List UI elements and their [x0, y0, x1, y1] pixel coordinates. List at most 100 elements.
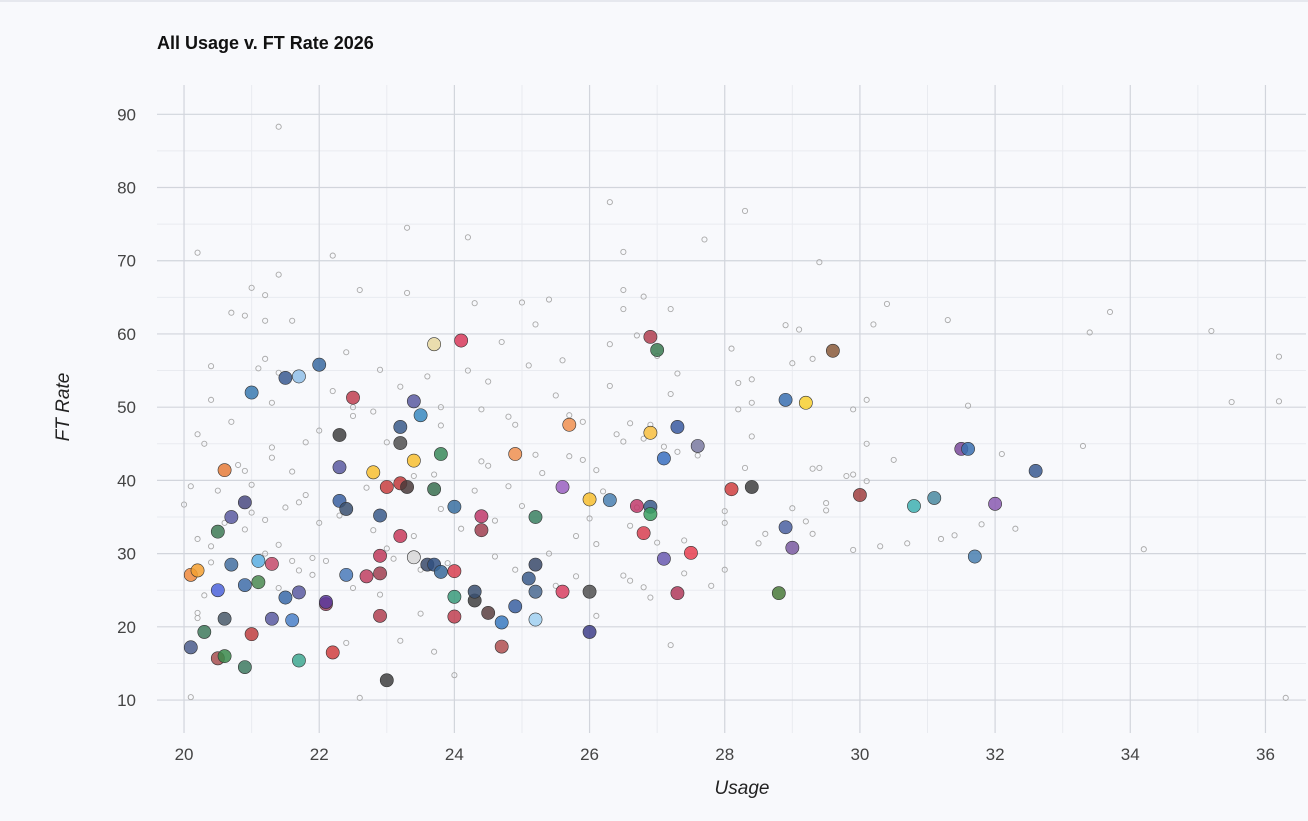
highlighted-data-point[interactable] [406, 394, 421, 409]
highlighted-data-point[interactable] [562, 417, 577, 432]
highlighted-data-point[interactable] [643, 507, 658, 521]
highlighted-data-point[interactable] [325, 645, 340, 660]
highlighted-data-point[interactable] [278, 370, 293, 385]
highlighted-data-point[interactable] [393, 420, 408, 434]
highlighted-data-point[interactable] [183, 640, 198, 655]
highlighted-data-point[interactable] [481, 606, 496, 620]
highlighted-data-point[interactable] [447, 564, 462, 579]
highlighted-data-point[interactable] [190, 563, 205, 578]
highlighted-data-point[interactable] [643, 425, 658, 440]
highlighted-data-point[interactable] [447, 589, 462, 604]
highlighted-data-point[interactable] [312, 357, 327, 372]
highlighted-data-point[interactable] [657, 551, 671, 566]
highlighted-data-point[interactable] [684, 545, 698, 560]
highlighted-data-point[interactable] [771, 586, 786, 601]
highlighted-data-point[interactable] [907, 499, 921, 513]
highlighted-data-point[interactable] [853, 488, 867, 502]
highlighted-data-point[interactable] [346, 390, 360, 405]
highlighted-data-point[interactable] [373, 566, 387, 581]
highlighted-data-point[interactable] [217, 611, 232, 626]
highlighted-data-point[interactable] [292, 369, 306, 384]
highlighted-data-point[interactable] [332, 460, 347, 475]
highlighted-data-point[interactable] [636, 526, 651, 541]
highlighted-data-point[interactable] [643, 329, 658, 344]
highlighted-data-point[interactable] [339, 502, 354, 516]
highlighted-data-point[interactable] [224, 557, 239, 572]
highlighted-data-point[interactable] [474, 523, 489, 538]
highlighted-data-point[interactable] [359, 569, 374, 584]
highlighted-data-point[interactable] [413, 408, 428, 423]
highlighted-data-point[interactable] [927, 491, 942, 505]
highlighted-data-point[interactable] [251, 554, 266, 568]
highlighted-data-point[interactable] [427, 337, 442, 352]
highlighted-data-point[interactable] [217, 649, 232, 664]
highlighted-data-point[interactable] [785, 540, 800, 555]
highlighted-data-point[interactable] [582, 492, 597, 507]
highlighted-data-point[interactable] [278, 590, 293, 605]
highlighted-data-point[interactable] [657, 451, 671, 466]
highlighted-data-point[interactable] [210, 583, 225, 598]
highlighted-data-point[interactable] [433, 565, 448, 579]
highlighted-data-point[interactable] [555, 584, 570, 599]
highlighted-data-point[interactable] [292, 585, 306, 600]
highlighted-data-point[interactable] [244, 385, 259, 400]
highlighted-data-point[interactable] [373, 548, 387, 563]
highlighted-data-point[interactable] [237, 578, 252, 592]
highlighted-data-point[interactable] [393, 436, 408, 450]
highlighted-data-point[interactable] [393, 529, 408, 543]
highlighted-data-point[interactable] [237, 495, 252, 510]
highlighted-data-point[interactable] [197, 625, 212, 639]
highlighted-data-point[interactable] [528, 510, 543, 524]
highlighted-data-point[interactable] [825, 343, 840, 358]
highlighted-data-point[interactable] [366, 465, 381, 480]
highlighted-data-point[interactable] [528, 584, 543, 599]
highlighted-data-point[interactable] [629, 499, 644, 513]
highlighted-data-point[interactable] [508, 599, 523, 614]
highlighted-data-point[interactable] [217, 463, 232, 478]
highlighted-data-point[interactable] [1028, 463, 1043, 478]
highlighted-data-point[interactable] [778, 392, 793, 407]
highlighted-data-point[interactable] [582, 625, 597, 639]
highlighted-data-point[interactable] [447, 609, 462, 624]
highlighted-data-point[interactable] [690, 439, 705, 453]
highlighted-data-point[interactable] [379, 480, 394, 494]
highlighted-data-point[interactable] [744, 480, 759, 494]
highlighted-data-point[interactable] [494, 615, 509, 630]
highlighted-data-point[interactable] [967, 549, 982, 564]
highlighted-data-point[interactable] [210, 524, 225, 539]
highlighted-data-point[interactable] [251, 575, 266, 590]
highlighted-data-point[interactable] [528, 557, 543, 572]
highlighted-data-point[interactable] [224, 510, 239, 524]
highlighted-data-point[interactable] [373, 608, 387, 623]
highlighted-data-point[interactable] [798, 395, 813, 410]
highlighted-data-point[interactable] [447, 499, 462, 514]
highlighted-data-point[interactable] [427, 482, 442, 497]
highlighted-data-point[interactable] [988, 496, 1002, 511]
highlighted-data-point[interactable] [494, 639, 509, 654]
highlighted-data-point[interactable] [264, 556, 279, 571]
highlighted-data-point[interactable] [400, 480, 414, 494]
highlighted-data-point[interactable] [778, 520, 793, 535]
highlighted-data-point[interactable] [582, 584, 597, 599]
highlighted-data-point[interactable] [244, 627, 259, 642]
highlighted-data-point[interactable] [237, 660, 252, 675]
highlighted-data-point[interactable] [555, 480, 570, 494]
highlighted-data-point[interactable] [474, 509, 489, 524]
highlighted-data-point[interactable] [319, 595, 333, 609]
highlighted-data-point[interactable] [670, 420, 685, 434]
highlighted-data-point[interactable] [433, 447, 448, 461]
highlighted-data-point[interactable] [332, 428, 347, 442]
highlighted-data-point[interactable] [528, 612, 543, 627]
highlighted-data-point[interactable] [961, 442, 975, 456]
highlighted-data-point[interactable] [264, 611, 279, 626]
highlighted-data-point[interactable] [406, 453, 421, 468]
highlighted-data-point[interactable] [724, 482, 739, 497]
highlighted-data-point[interactable] [292, 653, 306, 668]
highlighted-data-point[interactable] [373, 508, 387, 523]
highlighted-data-point[interactable] [406, 550, 421, 565]
highlighted-data-point[interactable] [379, 673, 394, 688]
highlighted-data-point[interactable] [454, 333, 469, 348]
highlighted-data-point[interactable] [508, 447, 523, 461]
highlighted-data-point[interactable] [285, 613, 300, 628]
highlighted-data-point[interactable] [650, 343, 665, 357]
